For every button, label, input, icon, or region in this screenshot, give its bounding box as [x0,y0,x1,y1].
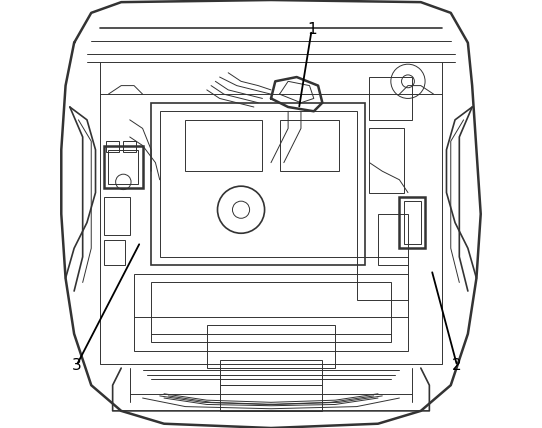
Text: 2: 2 [453,358,462,374]
Bar [399,197,425,248]
Bar [220,360,322,385]
Bar [207,325,335,368]
Bar [151,282,391,342]
Text: 3: 3 [72,358,81,374]
Bar [124,141,136,152]
Bar [104,197,130,235]
Bar [104,146,143,188]
Bar [160,111,357,257]
Bar [106,141,119,152]
Bar [108,150,138,184]
Bar [104,240,126,265]
Bar [370,128,404,193]
Bar [151,103,365,265]
Bar [370,77,412,120]
Text: 1: 1 [307,22,317,38]
Bar [357,257,408,300]
Bar [220,385,322,411]
Bar [280,120,339,171]
Bar [134,274,408,351]
Bar [378,214,408,265]
Bar [185,120,262,171]
Bar [404,201,421,244]
